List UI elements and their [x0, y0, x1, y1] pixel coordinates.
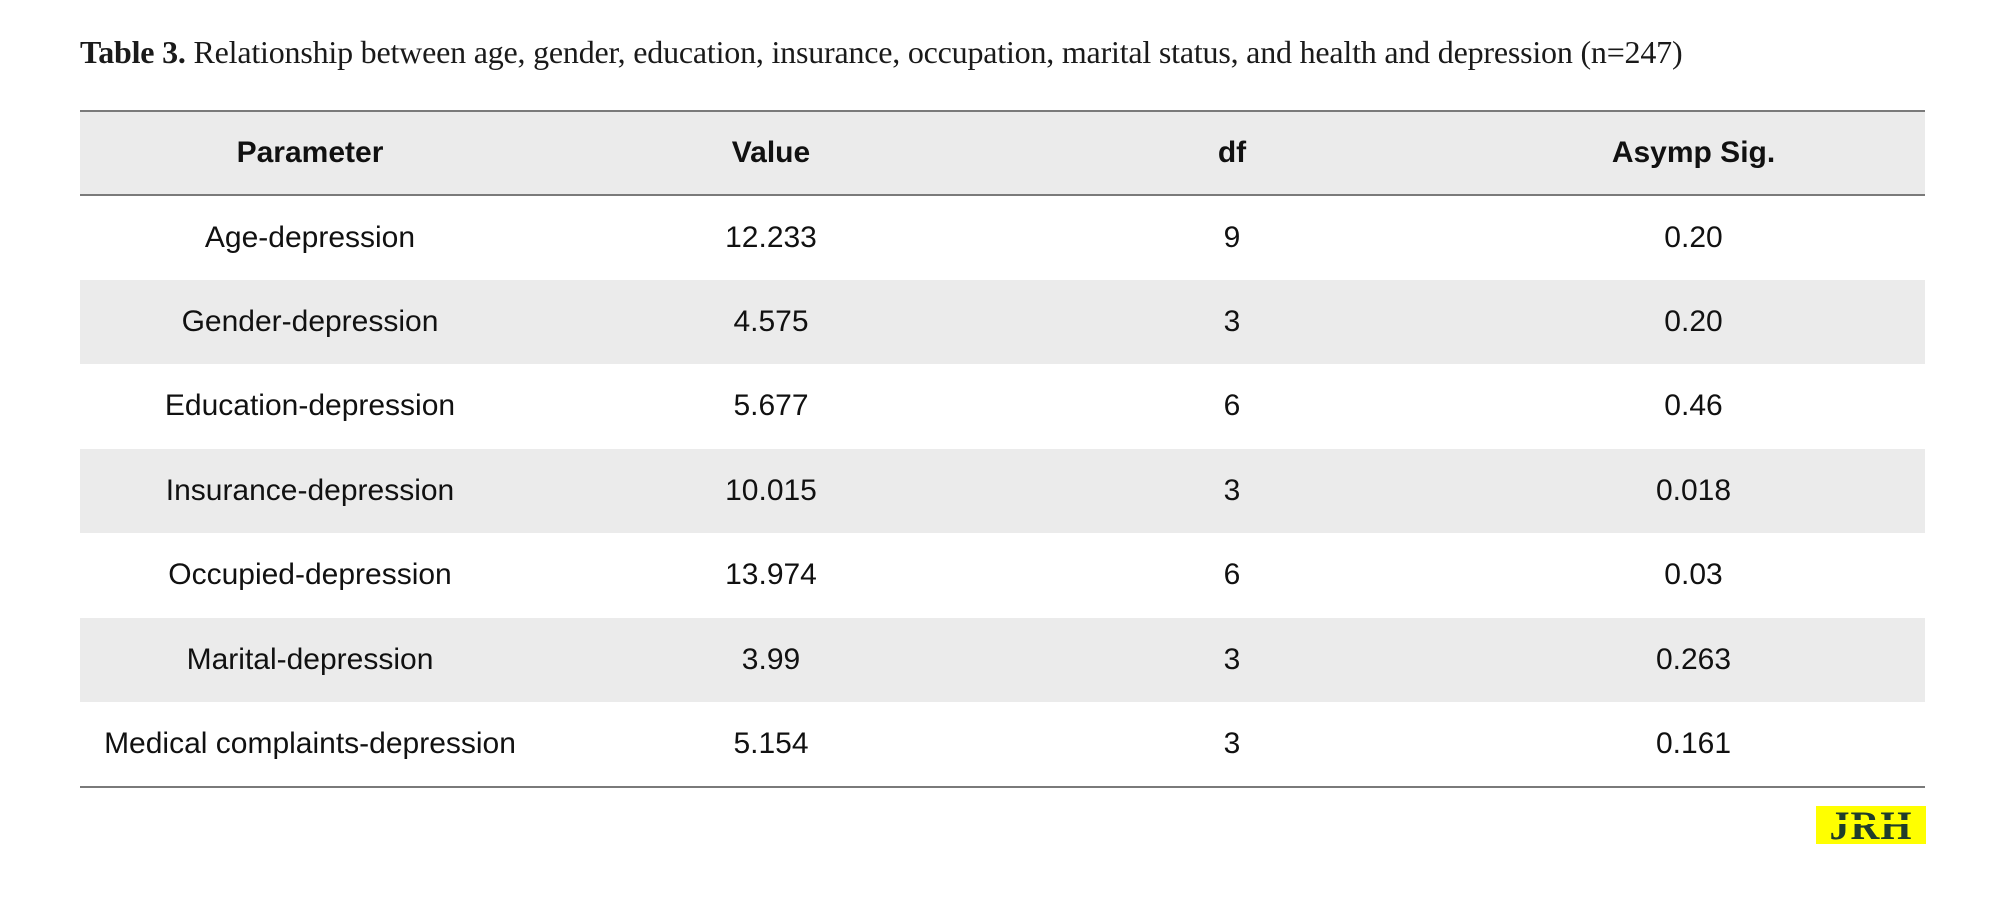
table-row: Gender-depression 4.575 3 0.20 [80, 279, 1925, 364]
cell-df: 6 [1223, 558, 1241, 592]
table-row: Marital-depression 3.99 3 0.263 [80, 617, 1925, 702]
cell-parameter: Marital-depression [186, 642, 434, 676]
table-row: Education-depression 5.677 6 0.46 [80, 364, 1925, 449]
header-value: Value [540, 110, 1002, 196]
cell-parameter: Gender-depression [181, 304, 439, 338]
cell-asymp-sig: 0.03 [1664, 558, 1723, 592]
cell-parameter: Medical complaints-depression [80, 702, 540, 788]
jrh-logo: JRH [1816, 806, 1926, 844]
cell-asymp-sig: 0.46 [1664, 389, 1723, 423]
cell-df: 3 [1223, 642, 1241, 676]
cell-value: 4.575 [733, 304, 809, 338]
results-table: Parameter Value df Asymp Sig. Age-depres… [80, 110, 1925, 788]
cell-value: 12.233 [725, 220, 817, 254]
svg-text:JRH: JRH [1830, 806, 1913, 844]
cell-df: 3 [1223, 304, 1241, 338]
table-caption-label: Table 3. [80, 34, 186, 70]
cell-value: 10.015 [725, 473, 817, 507]
cell-asymp-sig: 0.263 [1655, 642, 1732, 676]
cell-value: 5.677 [733, 389, 809, 423]
table-header-row: Parameter Value df Asymp Sig. [80, 110, 1925, 196]
table-row: Medical complaints-depression 5.154 3 0.… [80, 702, 1925, 788]
header-parameter: Parameter [80, 110, 540, 196]
cell-parameter: Occupied-depression [168, 558, 452, 592]
table-caption: Table 3. Relationship between age, gende… [80, 34, 1930, 71]
cell-df: 3 [1002, 702, 1462, 788]
cell-value: 13.974 [725, 558, 817, 592]
cell-value: 5.154 [540, 702, 1002, 788]
cell-asymp-sig: 0.20 [1664, 220, 1723, 254]
cell-df: 3 [1223, 473, 1241, 507]
cell-parameter: Age-depression [204, 220, 416, 254]
header-asymp-sig: Asymp Sig. [1462, 110, 1925, 196]
table-row: Age-depression 12.233 9 0.20 [80, 195, 1925, 280]
cell-parameter: Insurance-depression [165, 473, 455, 507]
header-df: df [1002, 110, 1462, 196]
table-row: Insurance-depression 10.015 3 0.018 [80, 448, 1925, 533]
jrh-logo-mark: JRH [1816, 806, 1926, 844]
cell-asymp-sig: 0.20 [1664, 304, 1723, 338]
cell-asymp-sig: 0.161 [1462, 702, 1925, 788]
table-row: Occupied-depression 13.974 6 0.03 [80, 533, 1925, 618]
cell-parameter: Education-depression [164, 389, 456, 423]
table-caption-text: Relationship between age, gender, educat… [193, 34, 1683, 70]
cell-df: 6 [1223, 389, 1241, 423]
cell-df: 9 [1223, 220, 1241, 254]
cell-asymp-sig: 0.018 [1655, 473, 1732, 507]
cell-value: 3.99 [741, 642, 801, 676]
